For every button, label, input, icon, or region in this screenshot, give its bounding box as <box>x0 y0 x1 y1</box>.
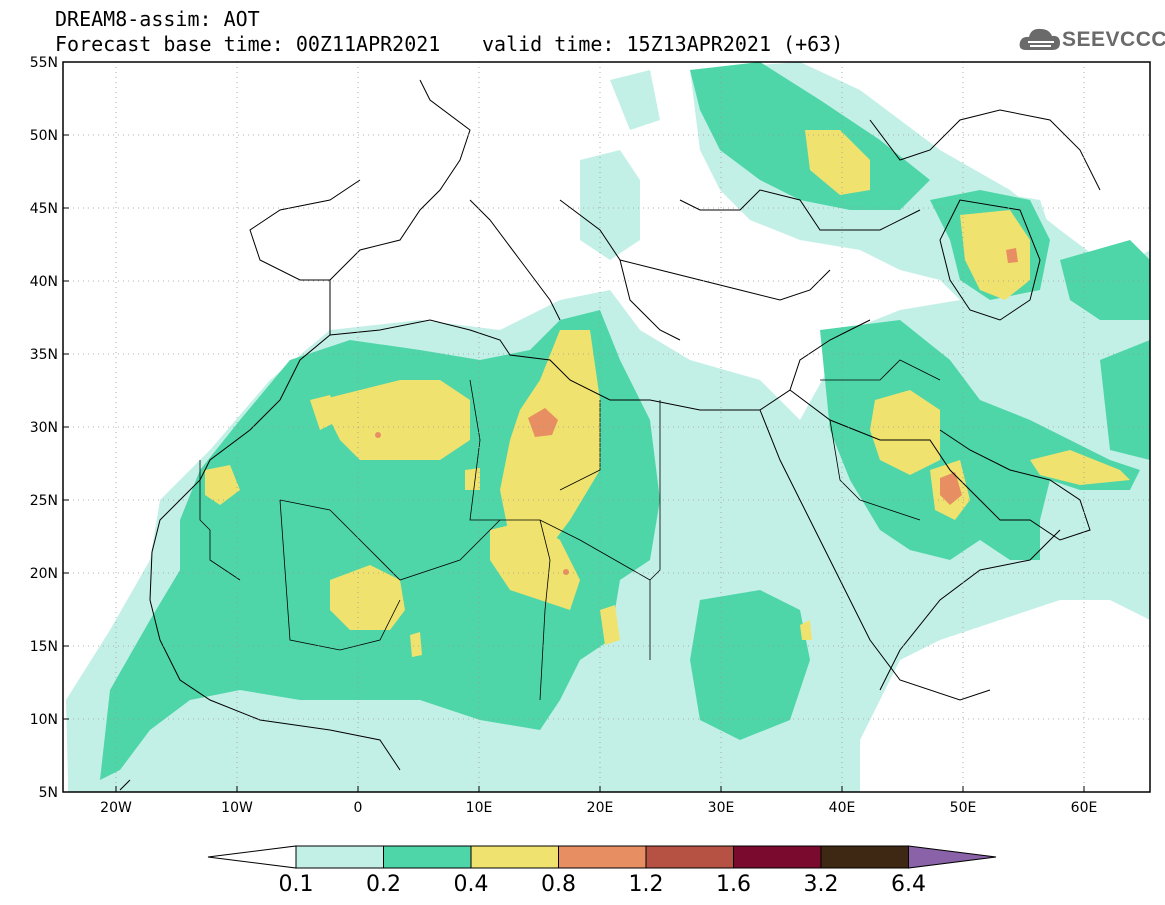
colorbar-swatch <box>470 845 559 869</box>
lon-labels: 20W 10W 0 10E 20E 30E 40E 50E 60E <box>100 800 1097 816</box>
lat-labels: 55N 50N 45N 40N 35N 30N 25N 20N 15N 10N … <box>30 55 58 801</box>
colorbar-label: 0.8 <box>541 872 576 897</box>
lat-label: 45N <box>30 201 58 217</box>
colorbar-swatch <box>733 845 822 869</box>
logo-text: SEEVCCC <box>1062 28 1165 51</box>
colorbar-swatch <box>558 845 647 869</box>
lon-label: 40E <box>829 800 856 816</box>
lat-label: 30N <box>30 420 58 436</box>
lat-label: 25N <box>30 493 58 509</box>
lon-label: 0 <box>354 800 363 816</box>
lat-label: 55N <box>30 55 58 71</box>
colorbar-label: 1.2 <box>628 872 664 897</box>
colorbar-swatch <box>820 845 909 869</box>
colorbar-label: 1.6 <box>716 872 751 897</box>
forecast-base-time: Forecast base time: 00Z11APR2021 <box>55 32 441 56</box>
map-title: DREAM8-assim: AOT <box>55 7 260 31</box>
lat-label: 15N <box>30 639 58 655</box>
lat-label: 20N <box>30 566 58 582</box>
colorbar-swatch <box>645 845 734 869</box>
colorbar-swatch <box>383 845 472 869</box>
colorbar-swatch <box>295 845 384 869</box>
lat-label: 5N <box>39 785 58 801</box>
colorbar-low-triangle <box>207 845 297 869</box>
lon-label: 60E <box>1071 800 1098 816</box>
lon-label: 20W <box>100 800 132 816</box>
lon-label: 20E <box>587 800 614 816</box>
lon-label: 50E <box>950 800 977 816</box>
axis-ticks <box>63 134 1085 792</box>
colorbar-high-triangle <box>908 845 997 869</box>
lat-label: 10N <box>30 712 58 728</box>
lat-label: 40N <box>30 274 58 290</box>
aot-shading <box>66 62 1150 792</box>
colorbar <box>207 845 997 869</box>
lat-label: 35N <box>30 347 58 363</box>
coastlines <box>119 79 1101 791</box>
lat-label: 50N <box>30 128 58 144</box>
colorbar-label: 0.4 <box>453 872 489 897</box>
colorbar-label: 3.2 <box>803 872 839 897</box>
lon-label: 30E <box>708 800 735 816</box>
colorbar-label: 0.1 <box>278 872 314 897</box>
lon-label: 10W <box>221 800 253 816</box>
colorbar-label: 6.4 <box>891 872 926 897</box>
valid-time: valid time: 15Z13APR2021 (+63) <box>482 32 844 56</box>
colorbar-label: 0.2 <box>366 872 401 897</box>
borders <box>199 359 941 701</box>
cloud-logo-icon <box>1019 28 1060 50</box>
lon-label: 10E <box>466 800 493 816</box>
grid <box>63 62 1150 792</box>
